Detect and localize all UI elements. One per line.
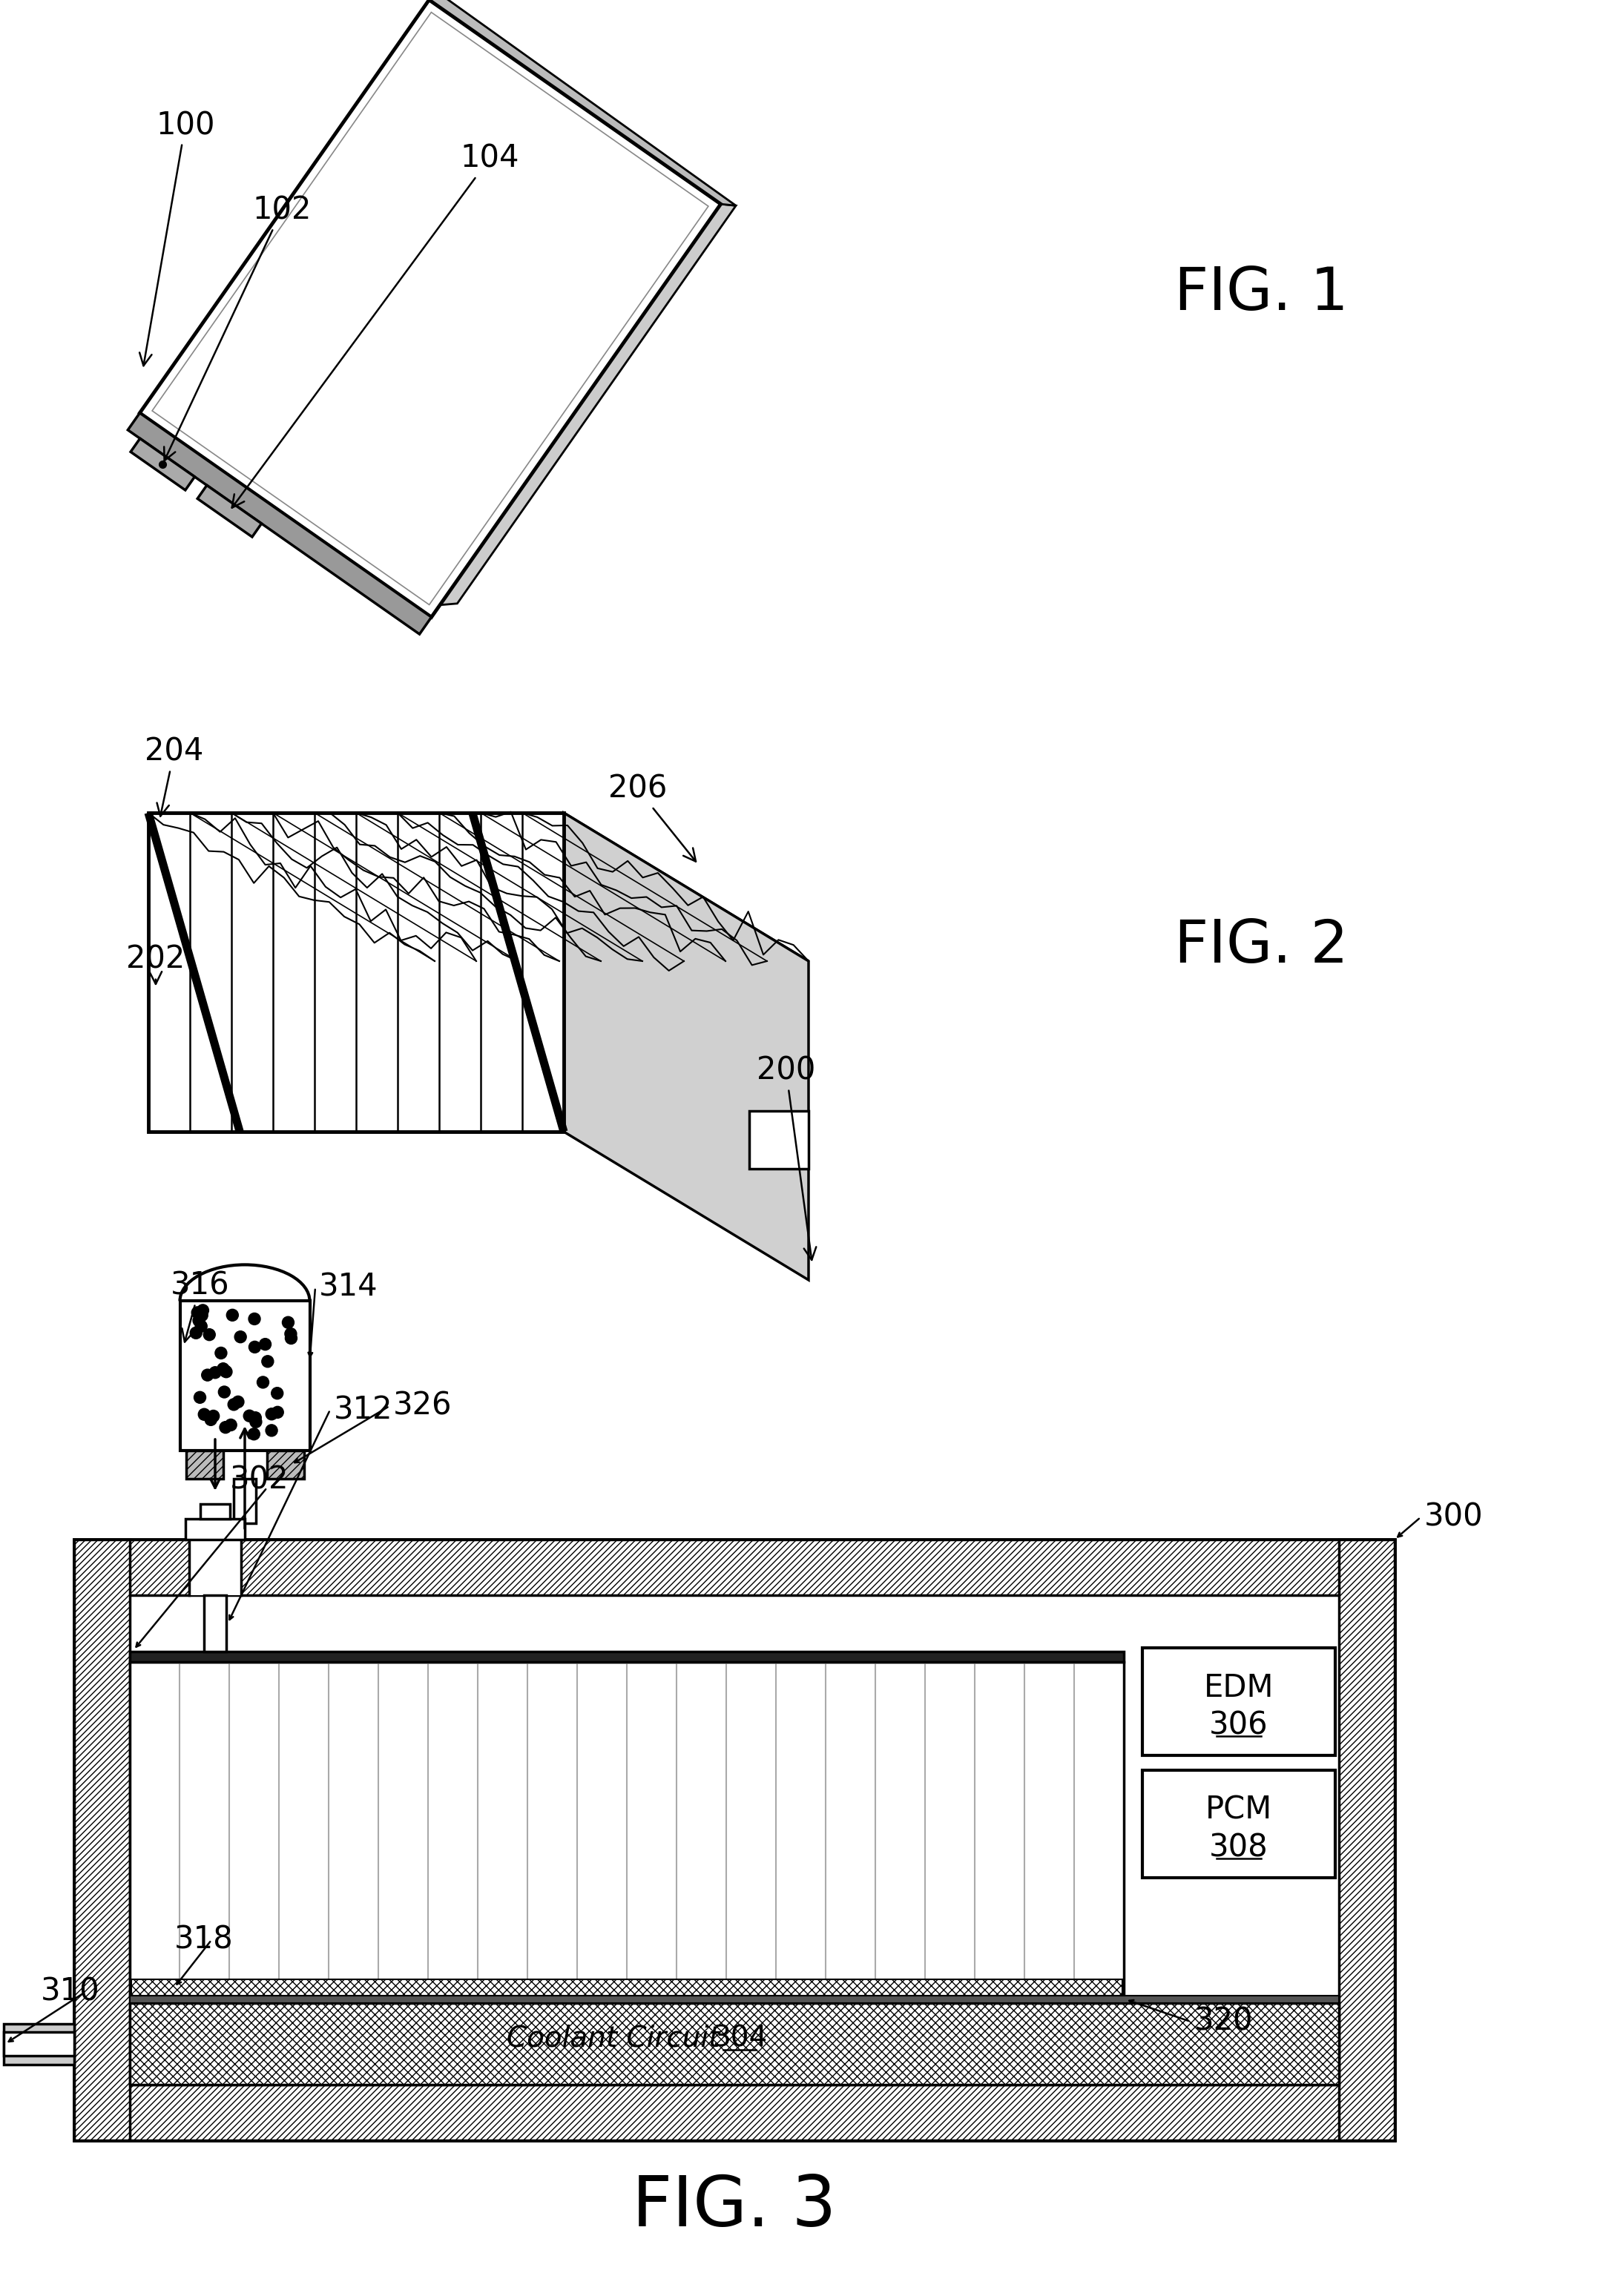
Circle shape: [251, 1417, 262, 1428]
Text: 202: 202: [127, 944, 185, 985]
Circle shape: [271, 1407, 284, 1419]
Circle shape: [284, 1327, 297, 1341]
Text: 204: 204: [145, 737, 204, 815]
Circle shape: [198, 1407, 210, 1421]
Text: 316: 316: [170, 1270, 230, 1341]
Circle shape: [194, 1391, 206, 1403]
Text: 312: 312: [334, 1394, 393, 1426]
Circle shape: [202, 1368, 214, 1380]
Polygon shape: [130, 439, 194, 489]
Polygon shape: [128, 413, 432, 634]
Text: 100: 100: [140, 110, 215, 365]
Bar: [3, 2032, 74, 2055]
Text: 300: 300: [1425, 1502, 1484, 1534]
Circle shape: [218, 1387, 230, 1398]
Circle shape: [193, 1316, 206, 1327]
Circle shape: [206, 1414, 217, 1426]
Circle shape: [247, 1428, 260, 1440]
Circle shape: [234, 1332, 246, 1343]
Polygon shape: [564, 813, 808, 1279]
Bar: [1339, 1541, 1394, 2140]
Text: Coolant Circuit: Coolant Circuit: [507, 2023, 719, 2053]
Bar: [750, 1111, 808, 1169]
Bar: [130, 2002, 1339, 2085]
Bar: [233, 1479, 255, 1522]
Circle shape: [249, 1313, 260, 1325]
Circle shape: [259, 1339, 271, 1350]
Bar: [204, 1596, 226, 1651]
Bar: [130, 1662, 1124, 1995]
Bar: [1142, 1649, 1335, 1756]
Circle shape: [220, 1421, 231, 1433]
Polygon shape: [148, 813, 808, 962]
Text: FIG. 2: FIG. 2: [1174, 918, 1347, 976]
Circle shape: [207, 1410, 220, 1421]
Text: 304: 304: [711, 2023, 768, 2053]
Bar: [1142, 1770, 1335, 1878]
Text: 320: 320: [1195, 2007, 1253, 2037]
Circle shape: [265, 1407, 278, 1419]
Bar: [74, 1541, 1394, 1596]
Circle shape: [265, 1424, 278, 1437]
Bar: [186, 1451, 223, 1479]
Polygon shape: [198, 484, 262, 537]
Circle shape: [217, 1364, 230, 1375]
Circle shape: [228, 1398, 239, 1410]
Circle shape: [191, 1306, 204, 1318]
Circle shape: [244, 1410, 255, 1421]
Circle shape: [198, 1304, 209, 1316]
Circle shape: [262, 1355, 273, 1368]
Text: 200: 200: [756, 1056, 816, 1261]
Circle shape: [271, 1387, 283, 1398]
Text: 318: 318: [175, 1924, 233, 1956]
Text: 326: 326: [393, 1391, 453, 1421]
Polygon shape: [429, 0, 736, 207]
Circle shape: [196, 1320, 207, 1332]
Circle shape: [249, 1341, 260, 1352]
Circle shape: [196, 1309, 207, 1320]
Text: 302: 302: [230, 1465, 289, 1495]
Circle shape: [233, 1396, 244, 1407]
Text: PCM: PCM: [1206, 1795, 1272, 1825]
Text: 102: 102: [164, 195, 312, 461]
Bar: [132, 1979, 1123, 1995]
Circle shape: [209, 1366, 222, 1378]
Text: 308: 308: [1209, 1832, 1269, 1862]
Text: EDM: EDM: [1204, 1671, 1274, 1704]
Text: 104: 104: [231, 142, 519, 507]
Bar: [130, 1651, 1124, 1662]
Text: 314: 314: [320, 1272, 377, 1304]
Bar: [74, 2085, 1394, 2140]
Bar: [190, 1538, 241, 1596]
Circle shape: [190, 1327, 202, 1339]
Bar: [267, 1451, 304, 1479]
Circle shape: [220, 1366, 231, 1378]
Text: 206: 206: [609, 774, 695, 861]
Circle shape: [225, 1419, 236, 1430]
Bar: [180, 1302, 310, 1451]
Circle shape: [286, 1332, 297, 1343]
Circle shape: [215, 1348, 226, 1359]
Text: 306: 306: [1209, 1711, 1269, 1740]
Circle shape: [204, 1329, 215, 1341]
Circle shape: [283, 1316, 294, 1329]
Bar: [201, 1504, 230, 1518]
Bar: [3, 2023, 74, 2064]
Circle shape: [249, 1412, 262, 1424]
Circle shape: [257, 1375, 268, 1389]
Polygon shape: [140, 0, 721, 618]
Bar: [185, 1518, 244, 1541]
Text: FIG. 1: FIG. 1: [1174, 264, 1347, 324]
Circle shape: [220, 1366, 233, 1378]
Text: FIG. 3: FIG. 3: [633, 2172, 837, 2241]
Text: 310: 310: [40, 1977, 100, 2007]
Polygon shape: [148, 813, 564, 1132]
Polygon shape: [440, 204, 736, 604]
Bar: [130, 1995, 1339, 2002]
Circle shape: [226, 1309, 238, 1320]
Bar: [74, 1541, 1394, 2140]
Bar: [74, 1541, 130, 2140]
